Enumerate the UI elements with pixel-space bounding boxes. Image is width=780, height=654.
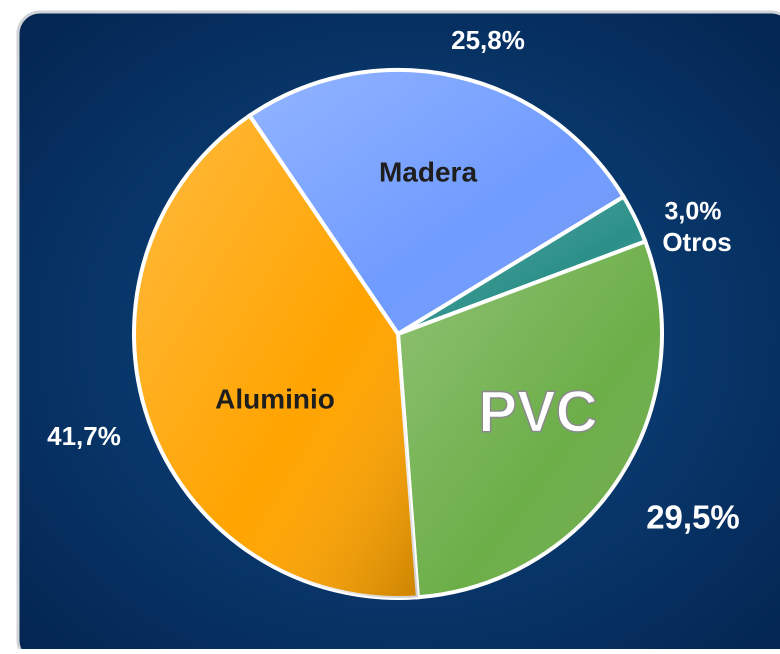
value-label: 41,7%: [47, 421, 121, 451]
value-label: 3,0%: [665, 198, 722, 226]
category-label: Otros: [662, 227, 731, 257]
pie: [132, 68, 664, 600]
slice-shade: [398, 241, 662, 598]
value-label: 25,8%: [451, 25, 525, 55]
slice-shade: [249, 70, 624, 335]
slice-shade: [134, 115, 418, 598]
category-label: Aluminio: [215, 383, 335, 414]
slice-shade: [398, 196, 646, 334]
value-label: 29,5%: [646, 499, 740, 536]
category-label: Madera: [379, 156, 477, 187]
category-label: PVC: [478, 379, 597, 444]
